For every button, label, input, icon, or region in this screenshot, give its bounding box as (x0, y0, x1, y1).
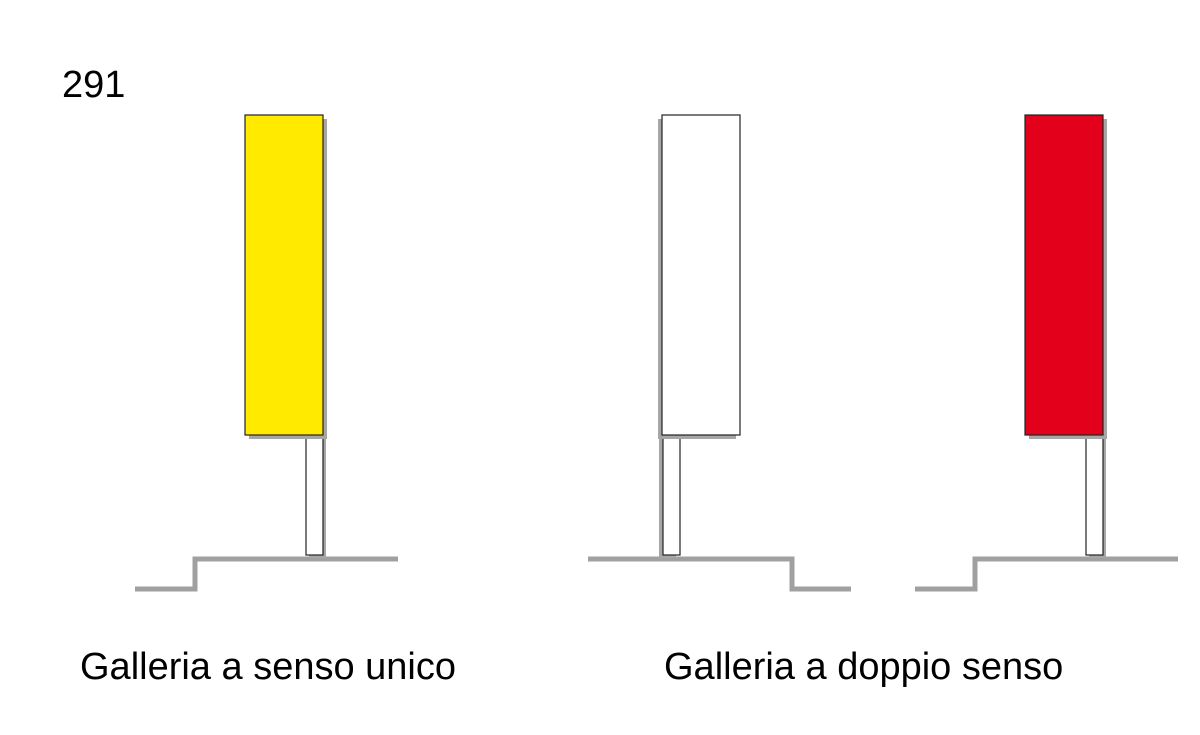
one-way-curb-line (135, 556, 398, 592)
two-way-left-post (662, 434, 681, 556)
two-way-right-curb-line (915, 556, 1178, 592)
two-way-tunnel-caption: Galleria a doppio senso (664, 646, 1064, 688)
two-way-right-delineator (915, 114, 1178, 592)
one-way-delineator (135, 114, 398, 592)
two-way-left-delineator (588, 114, 851, 592)
figure-number: 291 (62, 64, 126, 106)
two-way-right-post (1085, 434, 1104, 556)
two-way-red-panel (1024, 114, 1104, 436)
one-way-tunnel-caption: Galleria a senso unico (80, 646, 456, 688)
one-way-post (305, 434, 324, 556)
two-way-white-panel (661, 114, 741, 436)
two-way-left-curb-line (588, 556, 851, 592)
one-way-yellow-panel (244, 114, 324, 436)
